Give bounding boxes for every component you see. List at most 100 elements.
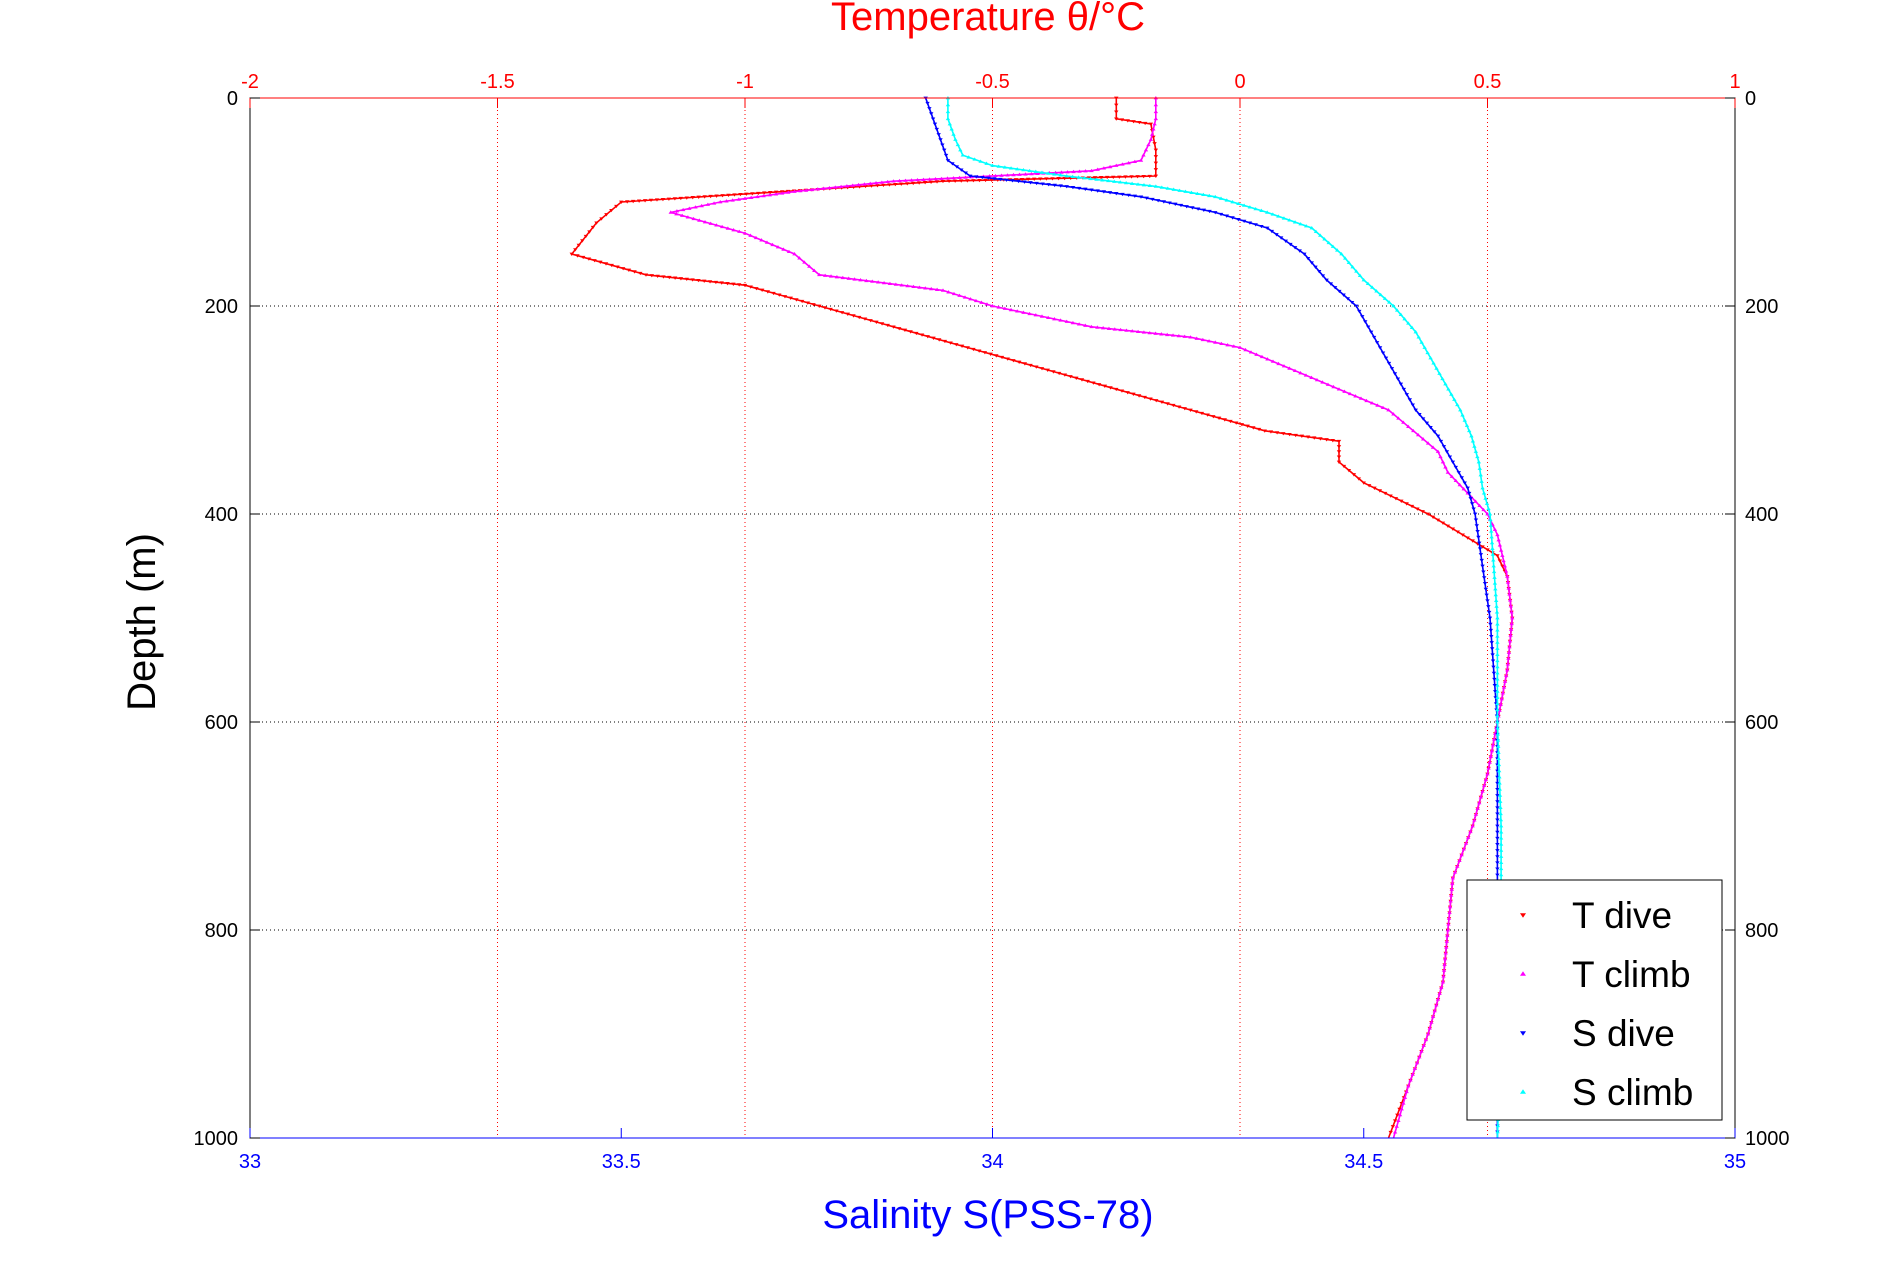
- series-marker: [792, 189, 797, 193]
- series-marker: [1490, 552, 1496, 556]
- series-marker: [1270, 359, 1276, 363]
- series-marker: [1470, 824, 1475, 828]
- series-marker: [1065, 170, 1070, 174]
- series-marker: [1062, 373, 1068, 377]
- temp-tick-label: -2: [241, 71, 259, 93]
- series-marker: [1411, 428, 1416, 433]
- series-marker: [654, 198, 660, 202]
- series-marker: [1100, 178, 1105, 182]
- series-marker: [687, 206, 692, 210]
- series-marker: [1107, 191, 1113, 195]
- series-marker: [1477, 800, 1482, 805]
- series-marker: [1132, 159, 1138, 164]
- series-marker: [1356, 477, 1361, 481]
- series-marker: [1463, 841, 1469, 845]
- series-marker: [1505, 662, 1511, 666]
- series-marker: [773, 192, 779, 196]
- series-marker: [1434, 366, 1439, 370]
- series-marker: [1501, 685, 1507, 689]
- series-marker: [899, 182, 904, 186]
- series-marker: [1143, 148, 1149, 152]
- series-marker: [786, 249, 792, 254]
- series-marker: [1218, 212, 1224, 217]
- series-marker: [905, 182, 910, 186]
- series-marker: [1501, 558, 1506, 563]
- series-marker: [1058, 184, 1063, 188]
- series-marker: [1015, 309, 1020, 313]
- series-marker: [1083, 187, 1088, 191]
- series-marker: [1478, 473, 1483, 477]
- x-axis-title: Salinity S(PSS-78): [822, 1193, 1153, 1237]
- series-marker: [971, 179, 976, 183]
- series-marker: [939, 176, 944, 180]
- series-marker: [1029, 171, 1034, 176]
- series-marker: [1453, 465, 1459, 470]
- series-marker: [1070, 185, 1076, 190]
- series-marker: [1135, 175, 1140, 179]
- series-marker: [1064, 319, 1069, 323]
- series-marker: [1486, 506, 1491, 511]
- series-marker: [1216, 416, 1222, 420]
- series-marker: [1396, 416, 1401, 420]
- series-marker: [957, 175, 962, 180]
- series-marker: [1397, 1107, 1402, 1112]
- series-marker: [1489, 647, 1495, 651]
- series-marker: [1390, 1125, 1396, 1129]
- series-marker: [1495, 664, 1500, 669]
- series-marker: [1459, 476, 1464, 480]
- series-marker: [1213, 211, 1218, 215]
- series-marker: [1330, 244, 1336, 248]
- series-marker: [1409, 325, 1415, 329]
- series-marker: [1371, 335, 1377, 340]
- series-marker: [1473, 499, 1478, 503]
- series-marker: [930, 117, 936, 121]
- series-marker: [1496, 744, 1501, 748]
- series-marker: [1495, 689, 1500, 693]
- series-marker: [1495, 658, 1500, 663]
- series-marker: [1230, 200, 1235, 204]
- series-marker: [1472, 512, 1478, 516]
- series-marker: [1288, 242, 1293, 247]
- series-marker: [1281, 432, 1286, 436]
- series-marker: [1130, 329, 1135, 333]
- series-marker: [1439, 985, 1444, 990]
- series-marker: [999, 173, 1004, 177]
- series-marker: [968, 297, 973, 301]
- series-marker: [1176, 333, 1182, 338]
- series-marker: [1010, 179, 1015, 183]
- series-marker: [1045, 171, 1051, 175]
- series-marker: [1495, 1129, 1500, 1134]
- series-marker: [1148, 137, 1154, 141]
- series-marker: [908, 330, 913, 334]
- series-marker: [1131, 120, 1136, 124]
- series-marker: [702, 279, 707, 283]
- series-marker: [1448, 899, 1453, 903]
- series-marker: [951, 176, 956, 180]
- legend-entries: T dive T climb S dive S climb: [1520, 895, 1693, 1113]
- series-marker: [1124, 328, 1129, 332]
- series-marker: [696, 195, 701, 199]
- series-marker: [1345, 297, 1351, 301]
- series-marker: [1435, 518, 1441, 522]
- series-marker: [1425, 441, 1431, 445]
- series-marker: [1471, 507, 1476, 511]
- series-marker: [1491, 564, 1496, 568]
- series-marker: [1076, 186, 1082, 191]
- series-marker: [1478, 553, 1484, 557]
- series-marker: [1117, 175, 1122, 179]
- series-marker: [950, 162, 955, 166]
- series-marker: [1032, 177, 1037, 181]
- series-marker: [1507, 598, 1513, 602]
- series-marker: [1013, 178, 1019, 182]
- series-marker: [945, 159, 951, 163]
- legend-marker: [1520, 913, 1526, 918]
- series-marker: [1495, 818, 1500, 822]
- series-marker: [1112, 179, 1117, 183]
- series-marker: [1299, 434, 1305, 438]
- series-s-dive: [923, 96, 1500, 1138]
- series-marker: [1427, 1026, 1432, 1030]
- series-marker: [1243, 347, 1248, 352]
- series-marker: [1466, 491, 1472, 496]
- series-marker: [1008, 307, 1014, 312]
- series-marker: [1309, 375, 1314, 379]
